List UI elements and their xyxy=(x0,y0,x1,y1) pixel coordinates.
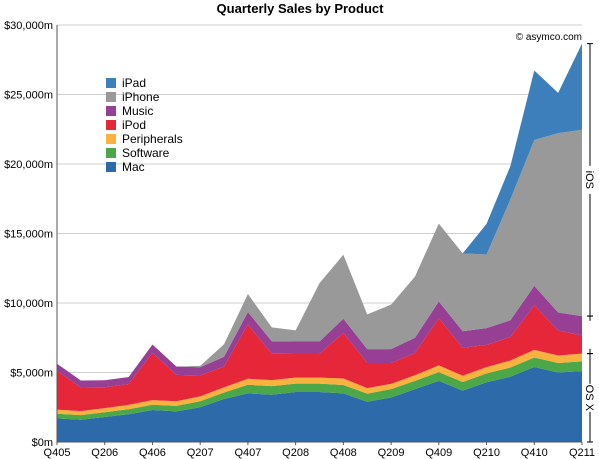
x-tick-label: Q209 xyxy=(378,447,405,459)
mid-bracket-label-bg xyxy=(583,320,597,349)
osx-bracket-label: OS X xyxy=(583,385,595,412)
y-tick-label: $30,000m xyxy=(4,20,53,32)
credit-text: © asymco.com xyxy=(516,32,582,43)
legend-label-music: Music xyxy=(122,104,153,118)
legend-swatch-iphone xyxy=(106,92,116,102)
legend-label-software: Software xyxy=(122,146,170,160)
bracket-layer: iOS OS X xyxy=(583,43,597,443)
legend-swatch-software xyxy=(106,148,116,158)
y-tick-label: $15,000m xyxy=(4,229,53,241)
legend-swatch-mac xyxy=(106,162,116,172)
legend: iPadiPhoneMusiciPodPeripheralsSoftwareMa… xyxy=(106,76,183,174)
x-tick-label: Q210 xyxy=(473,447,500,459)
legend-swatch-ipad xyxy=(106,78,116,88)
chart-title: Quarterly Sales by Product xyxy=(217,1,385,16)
legend-label-ipad: iPad xyxy=(122,76,146,90)
ios-bracket-label: iOS xyxy=(583,171,595,189)
area-iphone xyxy=(57,129,582,381)
x-tick-label: Q408 xyxy=(330,447,357,459)
x-tick-label: Q207 xyxy=(187,447,214,459)
x-tick-label: Q409 xyxy=(425,447,452,459)
legend-swatch-music xyxy=(106,106,116,116)
ios-bracket-label-bg xyxy=(583,165,597,194)
legend-swatch-ipod xyxy=(106,120,116,130)
osx-bracket-label-bg xyxy=(583,383,597,412)
x-tick-label: Q406 xyxy=(139,447,166,459)
legend-label-ipod: iPod xyxy=(122,118,146,132)
legend-label-mac: Mac xyxy=(122,160,145,174)
area-music xyxy=(57,285,582,388)
y-tick-label: $5,000m xyxy=(10,368,53,380)
y-tick-label: $10,000m xyxy=(4,298,53,310)
x-tick-label: Q405 xyxy=(44,447,71,459)
y-tick-label: $0m xyxy=(32,437,53,449)
area-peripherals xyxy=(57,349,582,416)
x-tick-label: Q410 xyxy=(521,447,548,459)
x-tick-label: Q208 xyxy=(282,447,309,459)
legend-label-iphone: iPhone xyxy=(122,90,160,104)
legend-swatch-peripherals xyxy=(106,134,116,144)
area-ipod xyxy=(57,305,582,412)
x-tick-label: Q407 xyxy=(234,447,261,459)
axis-layer: $0m $5,000m $10,000m $15,000m $20,000m $25,00… xyxy=(4,20,595,459)
area-layer xyxy=(57,43,582,442)
y-tick-label: $20,000m xyxy=(4,159,53,171)
area-mac xyxy=(57,366,582,442)
y-tick-label: $25,000m xyxy=(4,90,53,102)
area-software xyxy=(57,357,582,420)
x-tick-label: Q206 xyxy=(91,447,118,459)
legend-label-peripherals: Peripherals xyxy=(122,132,183,146)
x-tick-label: Q211 xyxy=(569,447,595,459)
